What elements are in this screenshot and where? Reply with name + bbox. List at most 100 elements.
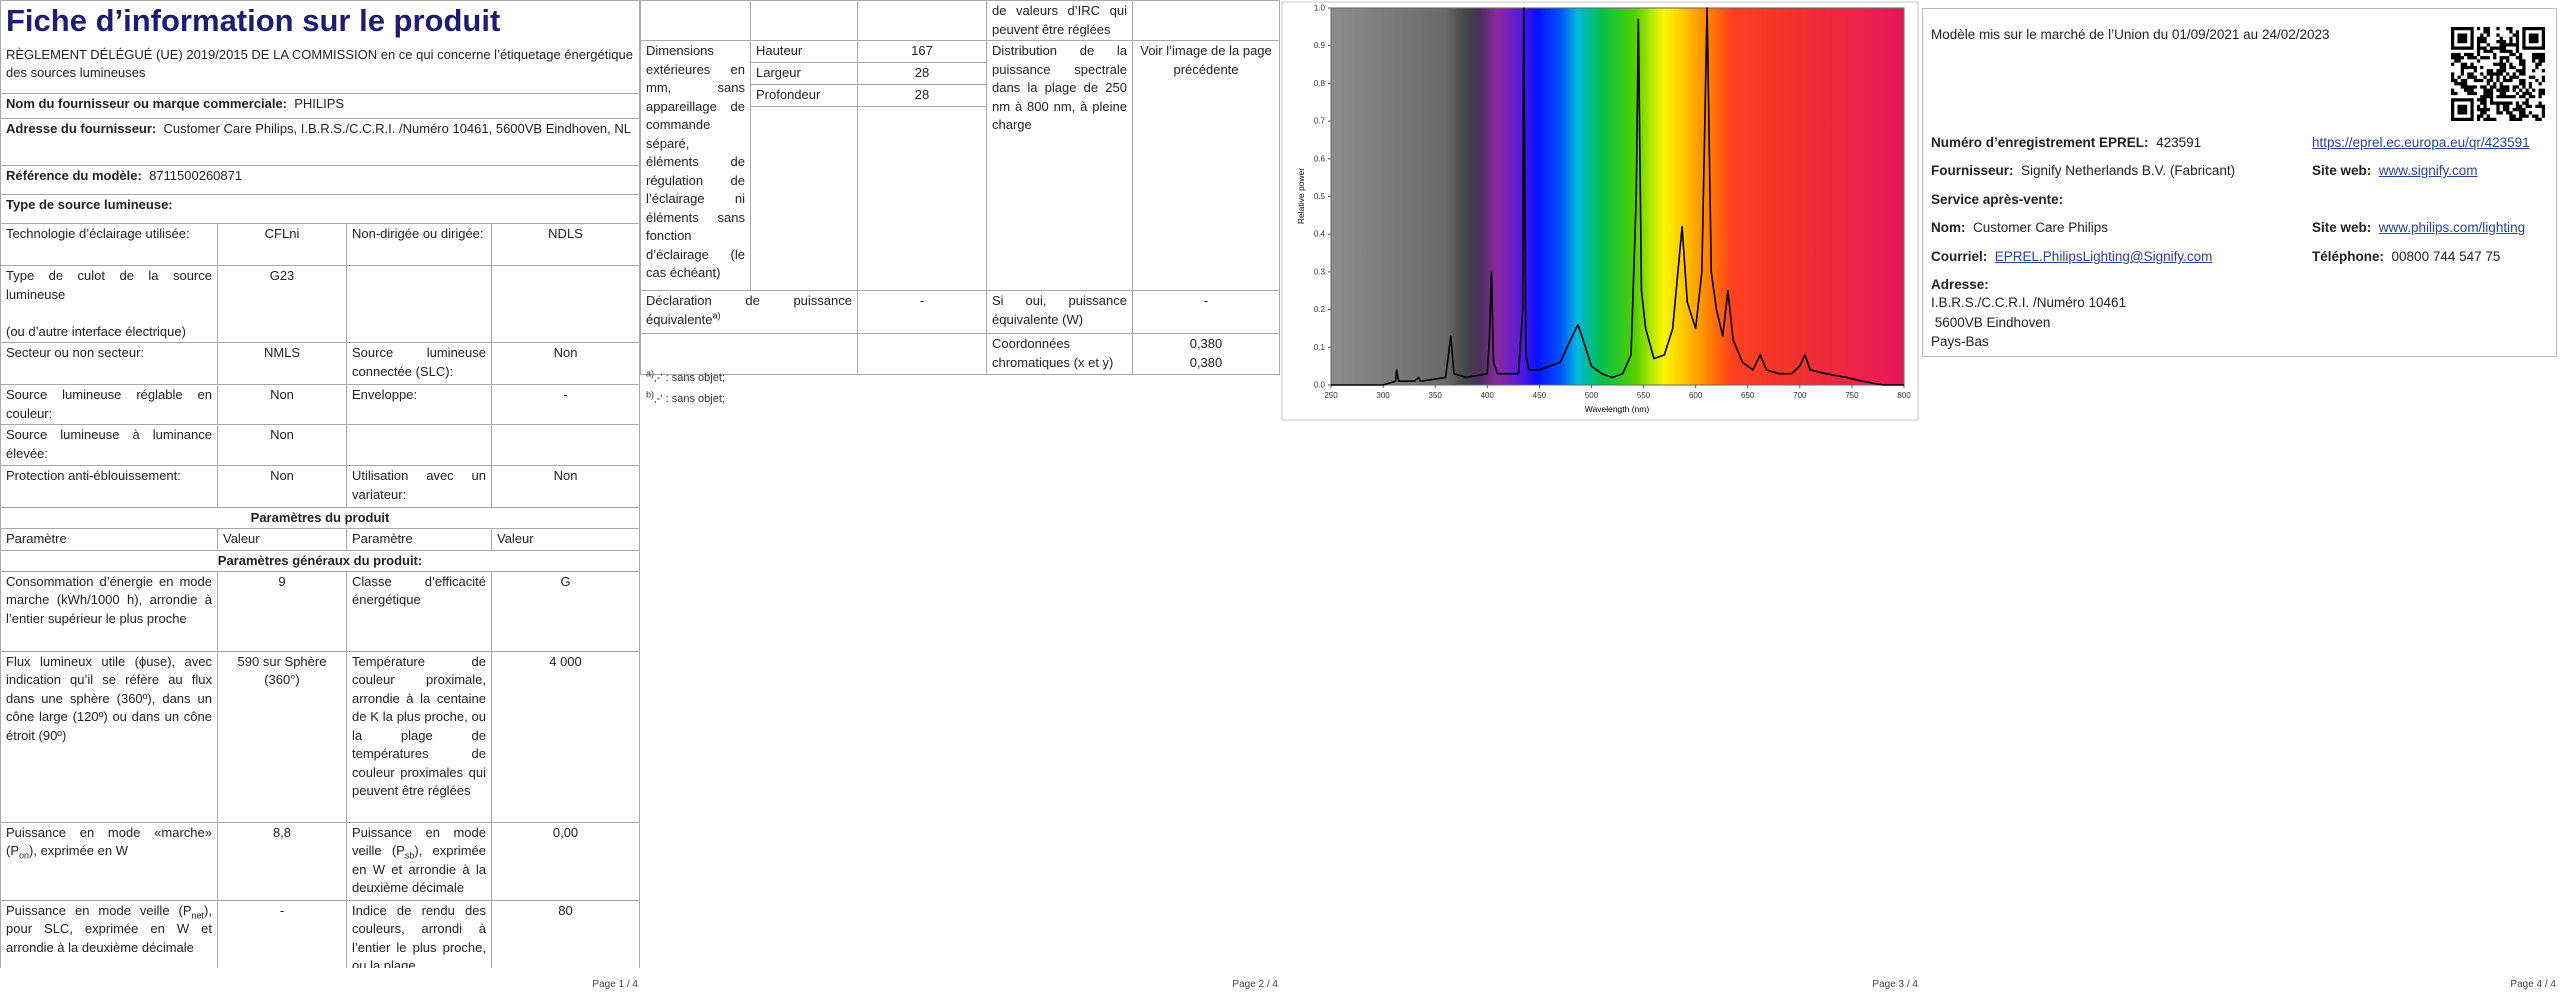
table-row: Secteur ou non secteur: NMLS Source lumine… <box>0 342 640 385</box>
page-2: de valeurs d’IRC qui peuvent être réglée… <box>640 0 1280 405</box>
y-axis-title: Relative power <box>1296 168 1306 224</box>
text: Consommation d’énergie en mode marche (k… <box>6 573 212 626</box>
table-row: Source lumineuse réglable en couleur: Non… <box>0 384 640 425</box>
label: Service après-vente: <box>1931 192 2064 207</box>
text: Non <box>270 427 294 442</box>
cell: - <box>1132 290 1280 334</box>
text: Utilisation avec un variateur: <box>352 468 486 502</box>
label: Nom: <box>1931 220 1966 235</box>
footnote: b)‚-‛ : sans objet; <box>646 390 725 405</box>
website-link[interactable]: www.philips.com/lighting <box>2378 220 2526 235</box>
y-tick-label: 0.6 <box>1314 154 1326 163</box>
cell: - <box>217 899 347 968</box>
x-tick-label: 700 <box>1793 391 1807 400</box>
cell: 4 000 <box>490 650 640 823</box>
text: Non <box>553 468 578 483</box>
text: Puissance en mode veille (P <box>352 824 486 859</box>
column-header: Paramètre <box>0 528 218 551</box>
footnote: a)‚-‛ : sans objet; <box>646 369 725 384</box>
table-row: Puissance en mode veille (Pnet), pour SL… <box>0 899 640 968</box>
service-heading: Service après-vente: <box>1931 191 2063 209</box>
text: Source lumineuse connectée (SLC): <box>352 345 486 379</box>
cell: Utilisation avec un variateur: <box>346 465 492 508</box>
text: - <box>279 902 285 918</box>
cell: Type de source lumineuse: <box>0 194 640 224</box>
subscript: on <box>19 850 30 861</box>
text: - <box>563 387 568 402</box>
y-tick-label: 0.9 <box>1314 41 1326 50</box>
model-row: Référence du modèle: 8711500260871 <box>0 165 640 195</box>
title-row: Fiche d’information sur le produit RÈGLEM… <box>0 0 640 94</box>
spectrum-line <box>1331 7 1904 386</box>
address-line: 5600VB Eindhoven <box>1931 315 2051 330</box>
label: Courriel: <box>1931 249 1988 264</box>
name-row: Nom: Customer Care Philips <box>1931 219 2108 237</box>
cell: 9 <box>217 570 347 652</box>
column-header: Paramètre <box>346 528 492 551</box>
page-number: Page 1 / 4 <box>592 979 638 990</box>
y-tick-label: 0.8 <box>1314 79 1326 88</box>
x-tick-label: 800 <box>1897 391 1911 400</box>
note-mark: a) <box>712 310 721 321</box>
cell: Type de culot de la source lumineuse (ou… <box>0 265 218 343</box>
plot-background <box>1331 8 1904 385</box>
cell: Référence du modèle: 8711500260871 <box>0 165 640 195</box>
text: CFLni <box>264 226 300 241</box>
text: G23 <box>269 268 295 283</box>
text: 9 <box>278 573 286 589</box>
cell: CFLni <box>217 223 347 266</box>
cell: Classe d’efficacité énergétique <box>346 570 492 652</box>
x-tick-label: 500 <box>1585 391 1599 400</box>
subscript: sb <box>404 850 415 861</box>
cell: 80 <box>490 899 640 968</box>
text: Température de couleur proximale, arrond… <box>352 653 486 799</box>
value: PHILIPS <box>294 96 345 111</box>
mail-link[interactable]: EPREL.PhilipsLighting@Signify.com <box>1994 249 2213 264</box>
label: Téléphone: <box>2312 249 2385 264</box>
value: 0,380 <box>1189 354 1223 370</box>
text: Protection anti-éblouissement: <box>6 468 181 483</box>
website-link[interactable]: www.signify.com <box>2378 163 2478 178</box>
text: Classe d’efficacité énergétique <box>352 573 486 608</box>
value: Signify Netherlands B.V. (Fabricant) <box>2021 163 2236 178</box>
address-line: Pays-Bas <box>1931 334 1989 349</box>
y-tick-label: 0.0 <box>1314 381 1326 390</box>
table-row: Source lumineuse à luminance élevée: Non <box>0 424 640 466</box>
text: G <box>560 573 571 589</box>
x-axis-title: Wavelength (nm) <box>1585 404 1650 414</box>
x-tick-label: 300 <box>1376 391 1390 400</box>
text: Puissance en mode veille (P <box>6 902 192 918</box>
text: Secteur ou non secteur: <box>6 345 145 360</box>
product-table-continued: de valeurs d’IRC qui peuvent être réglée… <box>640 0 1280 375</box>
text: 4 000 <box>549 653 582 669</box>
label: Numéro d’enregistrement EPREL: <box>1931 135 2149 150</box>
value: 8711500260871 <box>149 168 243 183</box>
table-row: Flux lumineux utile (ϕuse), avec indicat… <box>0 650 640 823</box>
website-row: Site web: www.signify.com <box>2312 162 2478 180</box>
table-row: Protection anti-éblouissement: Non Utilisa… <box>0 465 640 508</box>
x-tick-label: 600 <box>1689 391 1703 400</box>
text: NDLS <box>548 226 583 241</box>
note-mark: a) <box>646 368 655 379</box>
note-mark: b) <box>646 389 655 400</box>
page-number: Page 4 / 4 <box>2510 979 2556 990</box>
text: ), exprimée en W <box>29 843 128 858</box>
text: Source lumineuse à luminance élevée: <box>6 427 212 461</box>
address-heading: Adresse: <box>1931 276 1989 294</box>
text: Non <box>270 468 294 483</box>
text: 0,00 <box>552 824 579 840</box>
eprel-link[interactable]: https://eprel.ec.europa.eu/qr/423591 <box>2312 135 2530 150</box>
table-row: Technologie d’éclairage utilisée: CFLni No… <box>0 223 640 266</box>
text: Non-dirigée ou dirigée: <box>352 226 484 241</box>
y-tick-label: 0.7 <box>1314 117 1326 126</box>
cell: 8,8 <box>217 821 347 901</box>
y-tick-label: 0.2 <box>1314 305 1326 314</box>
text: Source lumineuse réglable en couleur: <box>6 387 212 421</box>
cell: 590 sur Sphère (360°) <box>217 650 347 823</box>
page-number: Page 2 / 4 <box>1232 979 1278 990</box>
x-tick-label: 550 <box>1637 391 1651 400</box>
text: ‚-‛ : sans objet; <box>654 393 725 405</box>
address-row: Adresse du fournisseur: Customer Care Ph… <box>0 118 640 166</box>
